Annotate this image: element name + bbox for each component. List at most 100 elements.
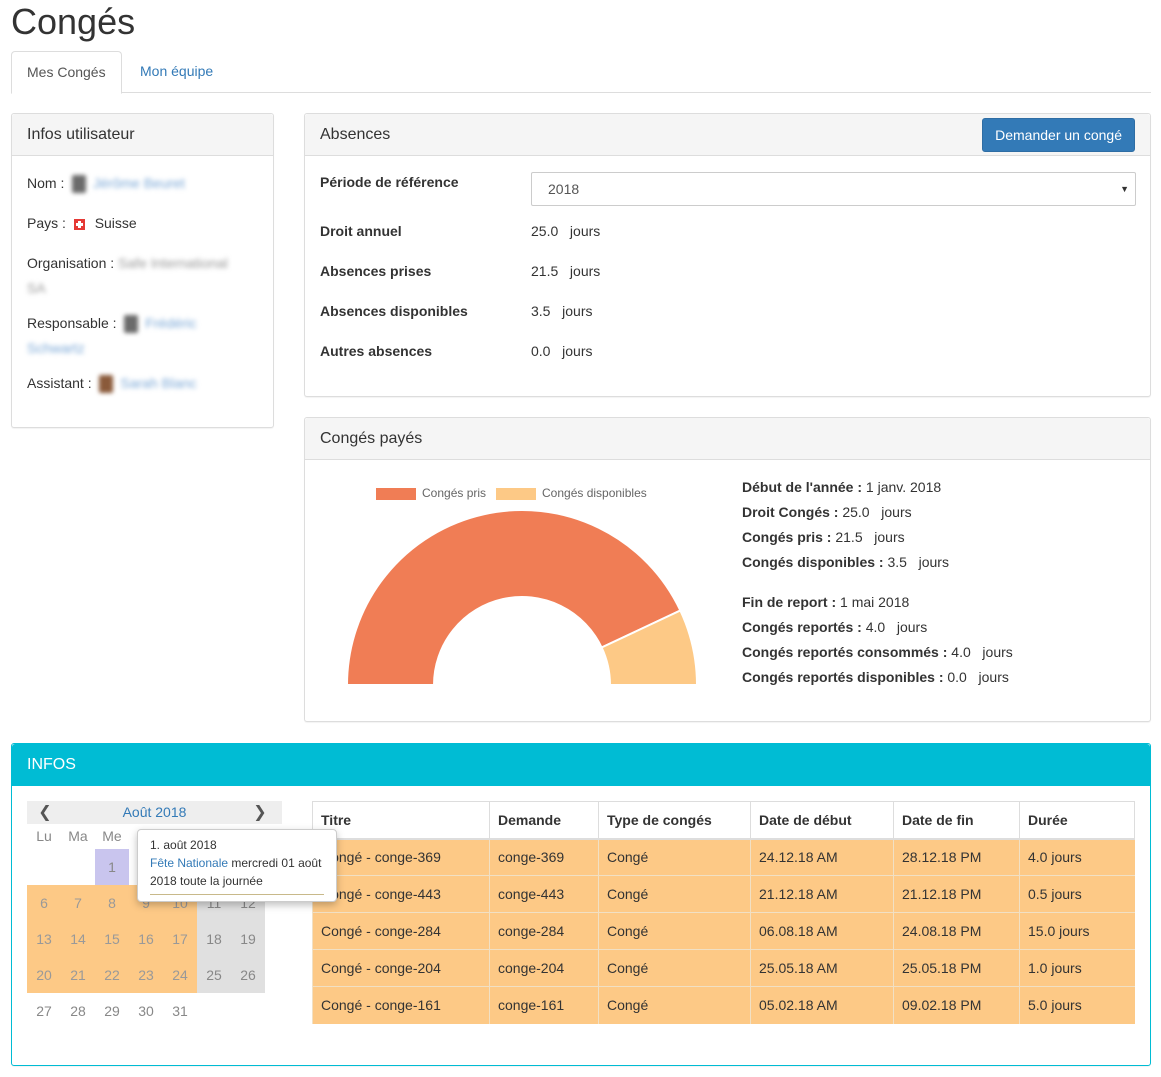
calendar-day[interactable]: 8 <box>95 885 129 921</box>
calendar-day[interactable]: 15 <box>95 921 129 957</box>
assistant-field: Assistant : Sarah Blanc <box>27 371 197 396</box>
calendar-day[interactable]: 23 <box>129 957 163 993</box>
calendar-day[interactable]: 7 <box>61 885 95 921</box>
user-name-link[interactable]: Jérôme Beuret <box>93 175 185 191</box>
manager-link-2[interactable]: Schwartz <box>27 340 85 356</box>
column-header[interactable]: Date de début <box>750 801 894 840</box>
tooltip-date: 1. août 2018 <box>150 838 217 852</box>
table-cell: 24.12.18 AM <box>750 838 894 876</box>
country-value: Suisse <box>94 215 137 231</box>
manager-link[interactable]: Frédéric <box>145 315 197 331</box>
table-row[interactable]: Congé - conge-369 conge-369 Congé 24.12.18 … <box>312 838 1135 876</box>
calendar-day[interactable]: 30 <box>138 1003 154 1019</box>
column-header[interactable]: Durée <box>1019 801 1135 840</box>
absence-row-label: Droit annuel <box>320 223 402 239</box>
calendar-day[interactable]: 20 <box>27 957 61 993</box>
donut-slice[interactable] <box>345 509 682 686</box>
absence-row-value: 3.5 jours <box>531 303 593 319</box>
weekday-label: Ma <box>68 828 88 844</box>
table-row[interactable]: Congé - conge-161 conge-161 Congé 05.02.18 … <box>312 986 1135 1024</box>
organisation-value: Safe International <box>118 255 228 271</box>
column-header[interactable]: Date de fin <box>893 801 1020 840</box>
table-row[interactable]: Congé - conge-284 conge-284 Congé 06.08.18 … <box>312 912 1135 950</box>
table-cell: conge-369 <box>489 838 599 876</box>
calendar-day[interactable]: 26 <box>231 957 265 993</box>
legend-item-taken[interactable]: Congés pris <box>376 486 486 500</box>
table-cell: 05.02.18 AM <box>750 986 894 1024</box>
chevron-right-icon[interactable]: ❯ <box>253 804 267 821</box>
table-cell: Congé - conge-443 <box>312 875 490 913</box>
period-label: Période de référence <box>320 174 459 190</box>
table-cell: 24.08.18 PM <box>893 912 1020 950</box>
swiss-flag-icon <box>73 218 85 230</box>
country-field: Pays : Suisse <box>27 211 137 236</box>
user-name-field: Nom : Jérôme Beuret <box>27 171 185 196</box>
calendar-day[interactable]: 22 <box>95 957 129 993</box>
calendar: ❮ Août 2018 ❯ LuMaMeJeVeSaDi123456789101… <box>27 801 282 1019</box>
calendar-day[interactable]: 14 <box>61 921 95 957</box>
absence-row-value: 21.5 jours <box>531 263 601 279</box>
absences-panel: Absences Demander un congé Période de ré… <box>304 113 1151 397</box>
request-leave-button[interactable]: Demander un congé <box>982 118 1135 152</box>
period-select-value: 2018 <box>548 181 580 197</box>
absences-heading: Absences <box>320 126 391 143</box>
calendar-day[interactable]: 24 <box>163 957 197 993</box>
calendar-header: ❮ Août 2018 ❯ <box>27 801 282 824</box>
page-title: Congés <box>11 1 136 42</box>
table-cell: 21.12.18 AM <box>750 875 894 913</box>
tooltip-event-link[interactable]: Fête Nationale <box>150 856 229 870</box>
calendar-day[interactable]: 17 <box>163 921 197 957</box>
table-cell: 06.08.18 AM <box>750 912 894 950</box>
tab-mon-equipe[interactable]: Mon équipe <box>140 63 214 79</box>
donut-slice[interactable] <box>600 609 699 686</box>
column-header[interactable]: Titre <box>312 801 490 840</box>
calendar-day[interactable]: 18 <box>197 921 231 957</box>
calendar-day[interactable]: 19 <box>231 921 265 957</box>
table-cell: conge-284 <box>489 912 599 950</box>
absence-row-label: Absences disponibles <box>320 303 468 319</box>
period-select[interactable]: 2018 ▼ <box>531 172 1136 206</box>
stat-row: Congés reportés disponibles : 0.0 jours <box>742 669 1009 685</box>
calendar-day[interactable]: 29 <box>104 1003 120 1019</box>
table-cell: 4.0 jours <box>1019 838 1135 876</box>
calendar-day[interactable]: 6 <box>27 885 61 921</box>
calendar-day[interactable]: 31 <box>172 1003 188 1019</box>
table-cell: conge-204 <box>489 949 599 987</box>
legend-swatch <box>496 487 536 500</box>
calendar-day[interactable]: 28 <box>70 1003 86 1019</box>
stat-row: Fin de report : 1 mai 2018 <box>742 594 910 610</box>
legend-item-available[interactable]: Congés disponibles <box>496 486 647 500</box>
column-header[interactable]: Type de congés <box>598 801 751 840</box>
calendar-day[interactable]: 13 <box>27 921 61 957</box>
calendar-day[interactable]: 25 <box>197 957 231 993</box>
assistant-link[interactable]: Sarah Blanc <box>120 375 197 391</box>
manager-avatar <box>124 315 139 334</box>
table-cell: 28.12.18 PM <box>893 838 1020 876</box>
absence-row-value: 0.0 jours <box>531 343 593 359</box>
table-row[interactable]: Congé - conge-204 conge-204 Congé 25.05.18 … <box>312 949 1135 987</box>
tooltip-event: Fête Nationale mercredi 01 août 2018 tou… <box>150 854 324 895</box>
stat-row: Droit Congés : 25.0 jours <box>742 504 912 520</box>
calendar-month-label[interactable]: Août 2018 <box>122 804 187 820</box>
calendar-day[interactable]: 27 <box>36 1003 52 1019</box>
calendar-day[interactable]: 16 <box>129 921 163 957</box>
infos-heading: INFOS <box>12 744 1150 786</box>
column-header[interactable]: Demande <box>489 801 599 840</box>
calendar-day[interactable]: 1 <box>95 849 129 885</box>
stat-row: Congés reportés : 4.0 jours <box>742 619 928 635</box>
stat-row: Congés reportés consommés : 4.0 jours <box>742 644 1013 660</box>
manager-label: Responsable : <box>27 315 117 331</box>
table-cell: Congé - conge-161 <box>312 986 490 1024</box>
assistant-label: Assistant : <box>27 375 92 391</box>
table-row[interactable]: Congé - conge-443 conge-443 Congé 21.12.18 … <box>312 875 1135 913</box>
table-cell: conge-443 <box>489 875 599 913</box>
table-cell: Congé <box>598 875 751 913</box>
table-cell: Congé - conge-204 <box>312 949 490 987</box>
legend-label: Congés disponibles <box>542 486 647 500</box>
table-cell: Congé - conge-369 <box>312 838 490 876</box>
paid-leave-heading: Congés payés <box>305 418 1150 460</box>
tab-bar: Mes Congés Mon équipe <box>11 51 1151 94</box>
chevron-left-icon[interactable]: ❮ <box>38 804 52 821</box>
calendar-day[interactable]: 21 <box>61 957 95 993</box>
tab-mes-conges[interactable]: Mes Congés <box>11 51 122 94</box>
